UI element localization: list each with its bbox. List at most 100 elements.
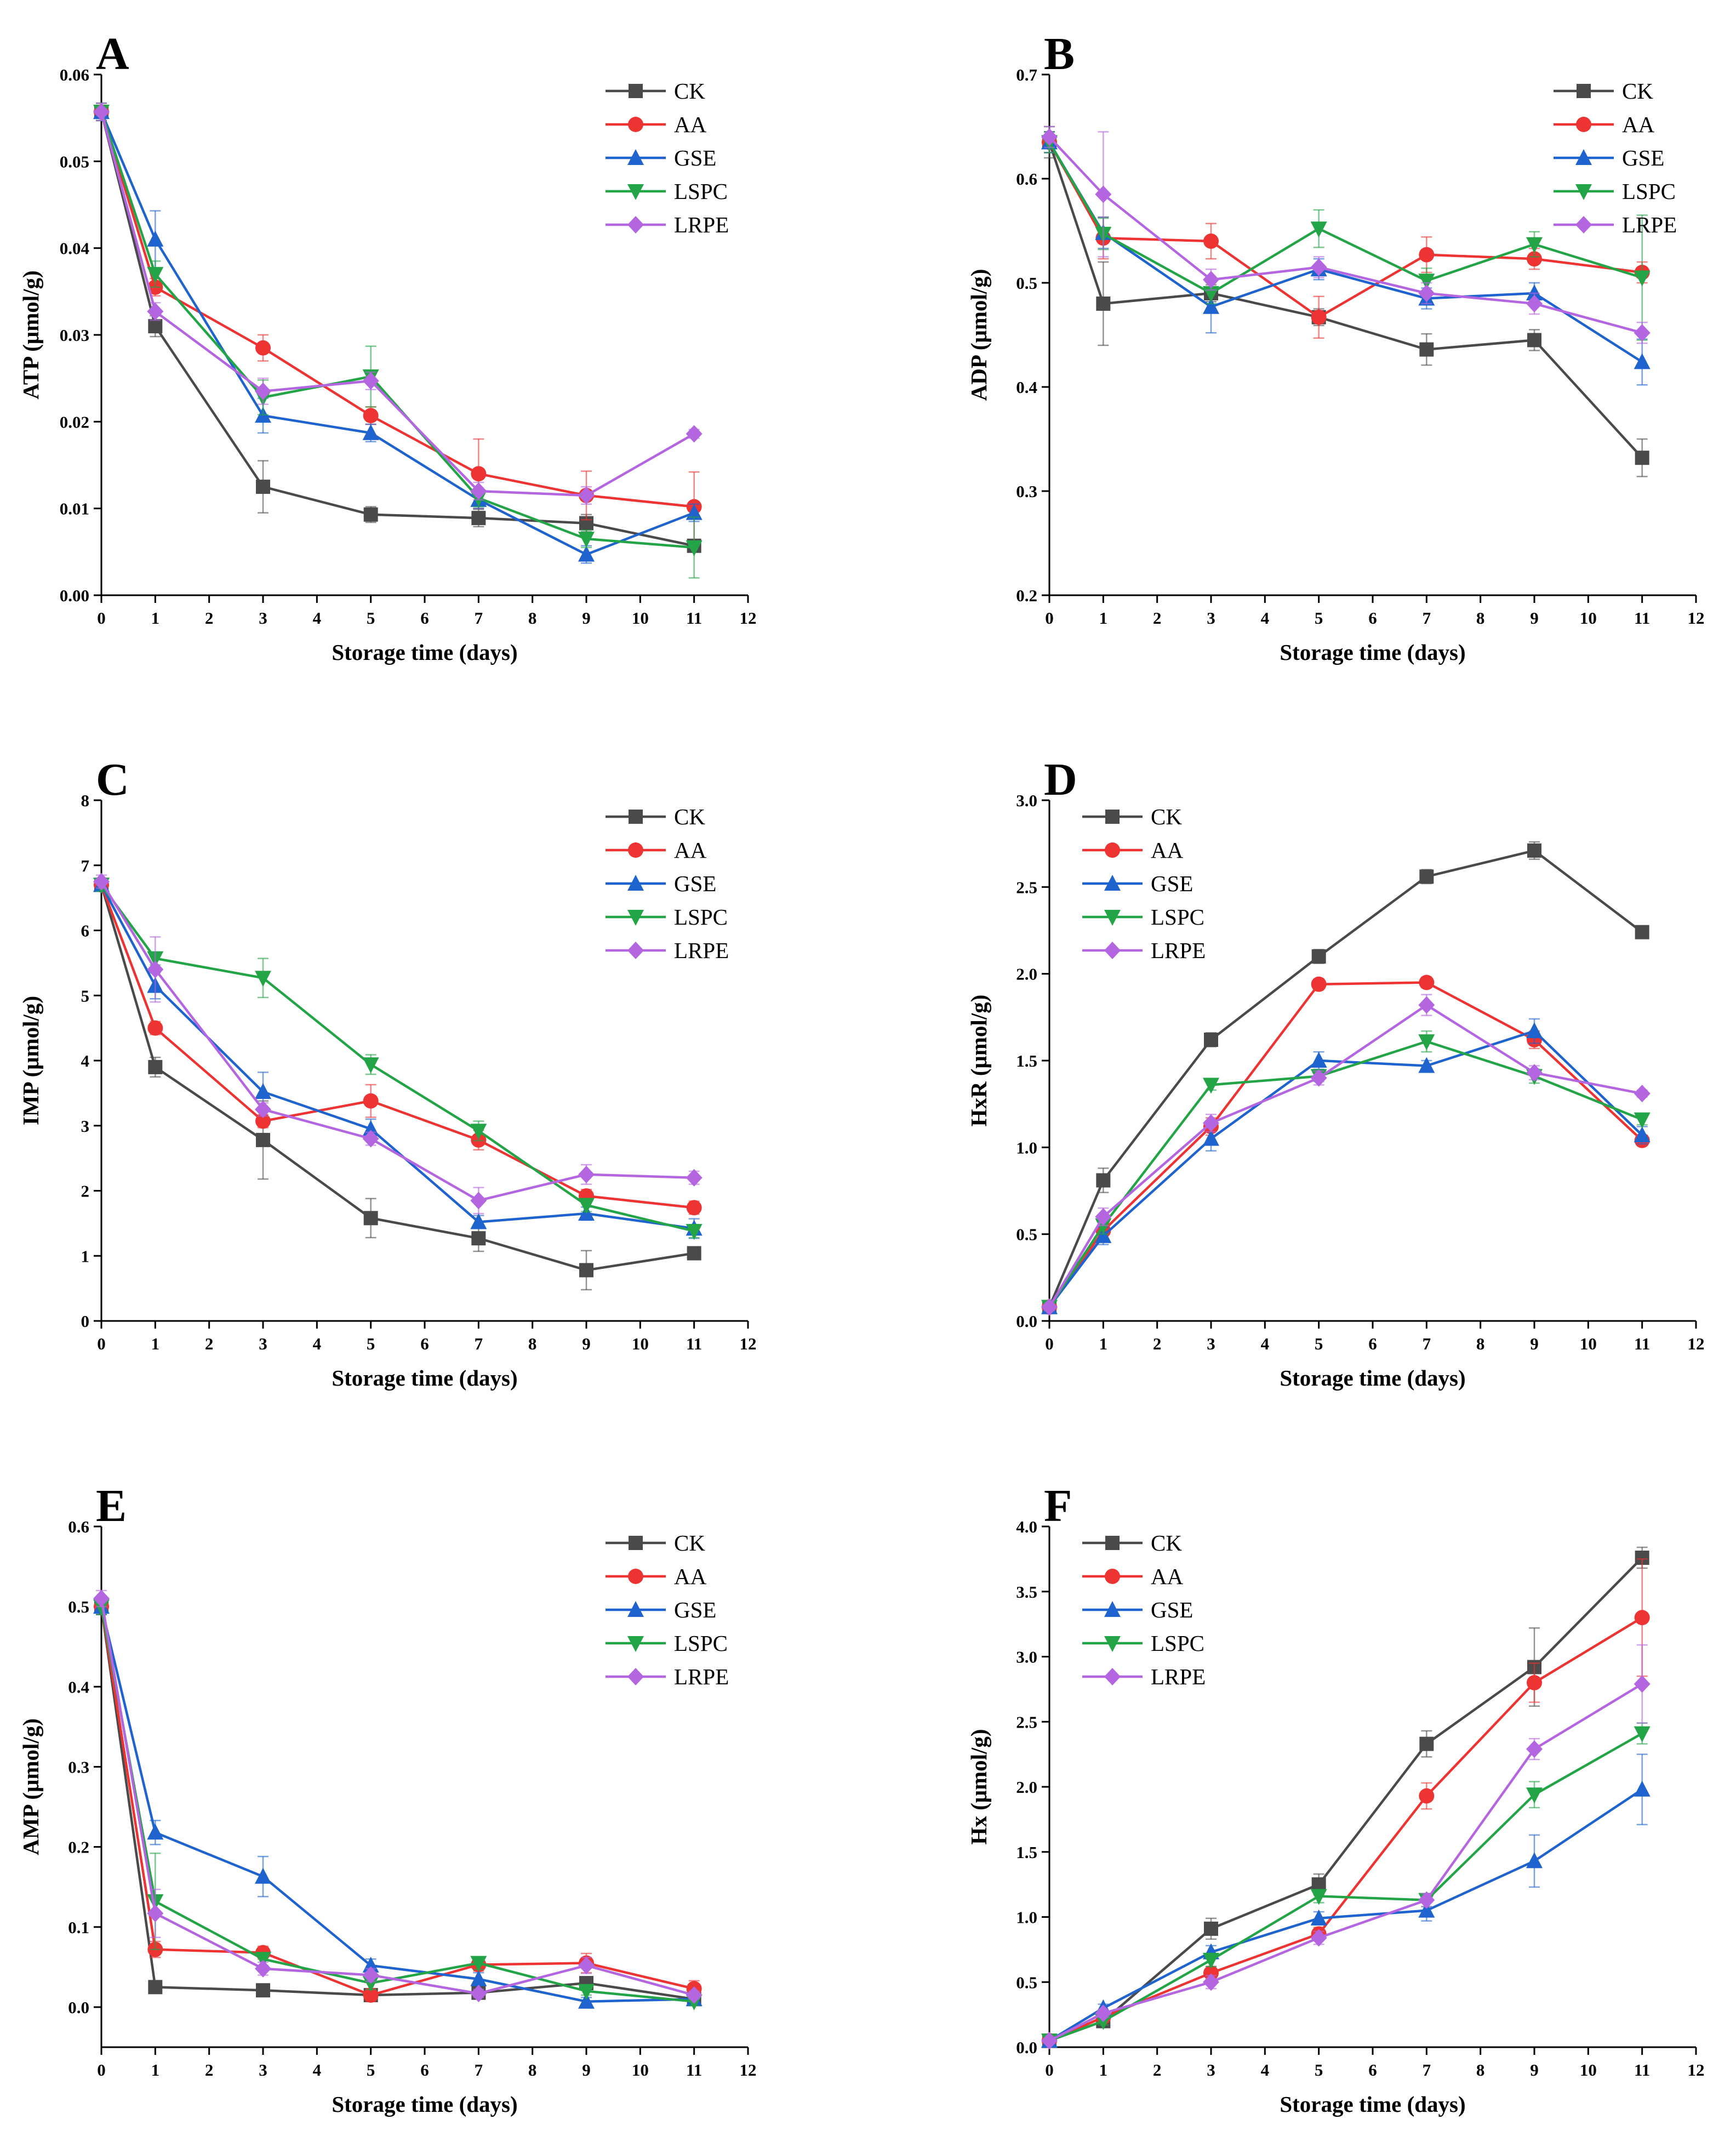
- panel-d-x-tick-label: 10: [1580, 1334, 1597, 1353]
- panel-d-x-tick-label: 11: [1634, 1334, 1650, 1353]
- panel-e-legend-aa-label: AA: [674, 1564, 707, 1589]
- panel-a-gse-line: [100, 111, 695, 556]
- panel-c-lrpe-point: [147, 960, 164, 978]
- panel-e: E0 1 2 3 4 5 6 7 8 9 10 11 120.00.10.20.30.40.50.6St…: [18, 1480, 757, 2117]
- panel-f-y-tick-label: 3.5: [1016, 1582, 1037, 1602]
- panel-d-x-tick-label: 6: [1368, 1334, 1377, 1353]
- panel-e-legend: CK AA GSE LSPC LRPE: [606, 1530, 729, 1689]
- panel-f-ck-line: [1049, 1557, 1643, 2042]
- panel-c-x-tick-label: 2: [205, 1334, 214, 1353]
- panel-d-series-lrpe: [1041, 994, 1651, 1316]
- panel-b-x-tick-label: 6: [1368, 608, 1377, 628]
- panel-a-lrpe-point: [362, 372, 379, 390]
- panel-f-legend-ck-label: CK: [1151, 1530, 1182, 1556]
- panel-a-lrpe-point: [93, 103, 110, 121]
- panel-b-lrpe-point: [1203, 271, 1219, 289]
- panel-c-series-aa: [94, 877, 702, 1216]
- panel-a-legend-ck-marker: [629, 84, 643, 98]
- panel-f-gse-point: [1526, 1852, 1543, 1868]
- panel-b-legend-lrpe-marker: [1575, 216, 1592, 233]
- panel-c-x-tick-label: 7: [475, 1334, 483, 1353]
- panel-e-gse-point: [578, 1992, 595, 2009]
- panel-e-x-tick-label: 4: [313, 2060, 322, 2080]
- panel-d-y-tick-label: 2.5: [1016, 878, 1037, 897]
- panel-a-gse-point: [686, 504, 703, 520]
- panel-a-x-tick-label: 12: [740, 608, 757, 628]
- panel-d-x-tick-label: 9: [1530, 1334, 1539, 1353]
- panel-a-gse-point: [362, 424, 379, 440]
- panel-c-y-tick-label: 5: [81, 986, 90, 1005]
- panel-d-legend-aa-label: AA: [1151, 838, 1184, 863]
- panel-d-lrpe-point: [1310, 1069, 1327, 1087]
- panel-f-series-lrpe: [1041, 1644, 1651, 2050]
- panel-f-y-tick-label: 2.5: [1016, 1712, 1037, 1731]
- panel-c-x-tick-label: 11: [686, 1334, 702, 1353]
- panel-e-ck-point: [256, 1983, 270, 1998]
- panel-a-ck-point: [471, 511, 486, 526]
- panel-f-lrpe-point: [1310, 1929, 1327, 1947]
- panel-d-aa-line: [1048, 981, 1643, 1308]
- panel-a-legend-lspc-label: LSPC: [674, 179, 728, 204]
- panel-b-gse-point: [1526, 284, 1543, 300]
- panel-a-lrpe-point: [147, 303, 164, 321]
- panel-c-y-tick-label: 3: [81, 1116, 90, 1136]
- panel-a-legend-aa-marker: [628, 117, 643, 132]
- panel-e-y-tick-label: 0.4: [68, 1677, 89, 1696]
- panel-c-x-tick-label: 8: [528, 1334, 537, 1353]
- panel-f-aa-point: [1203, 1965, 1219, 1981]
- panel-e-ck-line: [100, 1606, 694, 2001]
- panel-e-series-lrpe: [93, 1590, 703, 2004]
- panel-c-gse-point: [470, 1213, 487, 1229]
- panel-c-x-tick-label: 5: [367, 1334, 375, 1353]
- panel-a-x-tick-label: 4: [313, 608, 322, 628]
- panel-d-gse-point: [1095, 1227, 1112, 1243]
- panel-f-lspc-point: [1634, 1726, 1651, 1742]
- panel-b-ck-point: [1096, 297, 1111, 311]
- panel-c-series-gse: [93, 876, 703, 1239]
- panel-a-series-aa: [94, 102, 702, 543]
- panel-b-series-gse: [1041, 131, 1651, 386]
- panel-e-legend-lspc-marker: [627, 1636, 644, 1652]
- panel-a-y-tick-label: 0.06: [60, 65, 89, 84]
- panel-b-gse-point: [1203, 298, 1219, 314]
- panel-a-x-tick-label: 2: [205, 608, 214, 628]
- panel-b-x-tick-label: 2: [1153, 608, 1162, 628]
- panel-e-aa-point: [363, 1987, 379, 2003]
- panel-e-legend-aa-marker: [628, 1569, 643, 1584]
- panel-b-y-tick-label: 0.4: [1016, 378, 1037, 397]
- panel-c-legend-lrpe-label: LRPE: [674, 938, 729, 963]
- panel-b-y-tick-label: 0.6: [1016, 169, 1037, 189]
- panel-a-lrpe-point: [578, 486, 595, 504]
- panel-a-x-tick-label: 6: [420, 608, 429, 628]
- panel-c-x-tick-label: 9: [582, 1334, 591, 1353]
- panel-b: B0 1 2 3 4 5 6 7 8 9 10 11 120.20.30.40.50.60.7Stora…: [966, 29, 1705, 665]
- panel-e-legend-gse-label: GSE: [674, 1597, 716, 1622]
- panel-d-x-tick-label: 2: [1153, 1334, 1162, 1353]
- panel-f-lspc-point: [1310, 1889, 1327, 1905]
- panel-d-letter: D: [1044, 754, 1077, 805]
- panel-b-lrpe-point: [1634, 324, 1651, 342]
- panel-e-y-tick-label: 0.6: [68, 1517, 89, 1536]
- panel-b-aa-point: [1311, 309, 1327, 325]
- panel-a-lspc-line: [100, 111, 694, 549]
- panel-b-legend-aa-label: AA: [1622, 112, 1655, 137]
- panel-c-x-tick-label: 3: [259, 1334, 267, 1353]
- panel-a-ck-point: [256, 480, 270, 494]
- panel-d-x-tick-label: 3: [1207, 1334, 1215, 1353]
- panel-d-series-aa: [1042, 975, 1650, 1315]
- panel-d-lspc-point: [1634, 1112, 1651, 1129]
- panel-b-ck-point: [1419, 342, 1434, 357]
- panel-f-lrpe-point: [1041, 2032, 1058, 2050]
- panel-e-series-lspc: [93, 1598, 703, 2010]
- panel-a-gse-point: [147, 230, 164, 247]
- panel-d-x-tick-label: 1: [1099, 1334, 1108, 1353]
- panel-f-x-tick-label: 9: [1530, 2060, 1539, 2080]
- panel-b-x-tick-label: 0: [1045, 608, 1054, 628]
- panel-d-y-tick-label: 1.5: [1016, 1051, 1037, 1070]
- panel-f-y-tick-label: 0.5: [1016, 1973, 1037, 1992]
- panel-c-lrpe-point: [362, 1130, 379, 1148]
- panel-a-series-lspc: [93, 102, 703, 579]
- panel-c-legend-aa-marker: [628, 842, 643, 858]
- panel-b-x-tick-label: 5: [1315, 608, 1323, 628]
- panel-a-y-tick-label: 0.04: [60, 239, 89, 258]
